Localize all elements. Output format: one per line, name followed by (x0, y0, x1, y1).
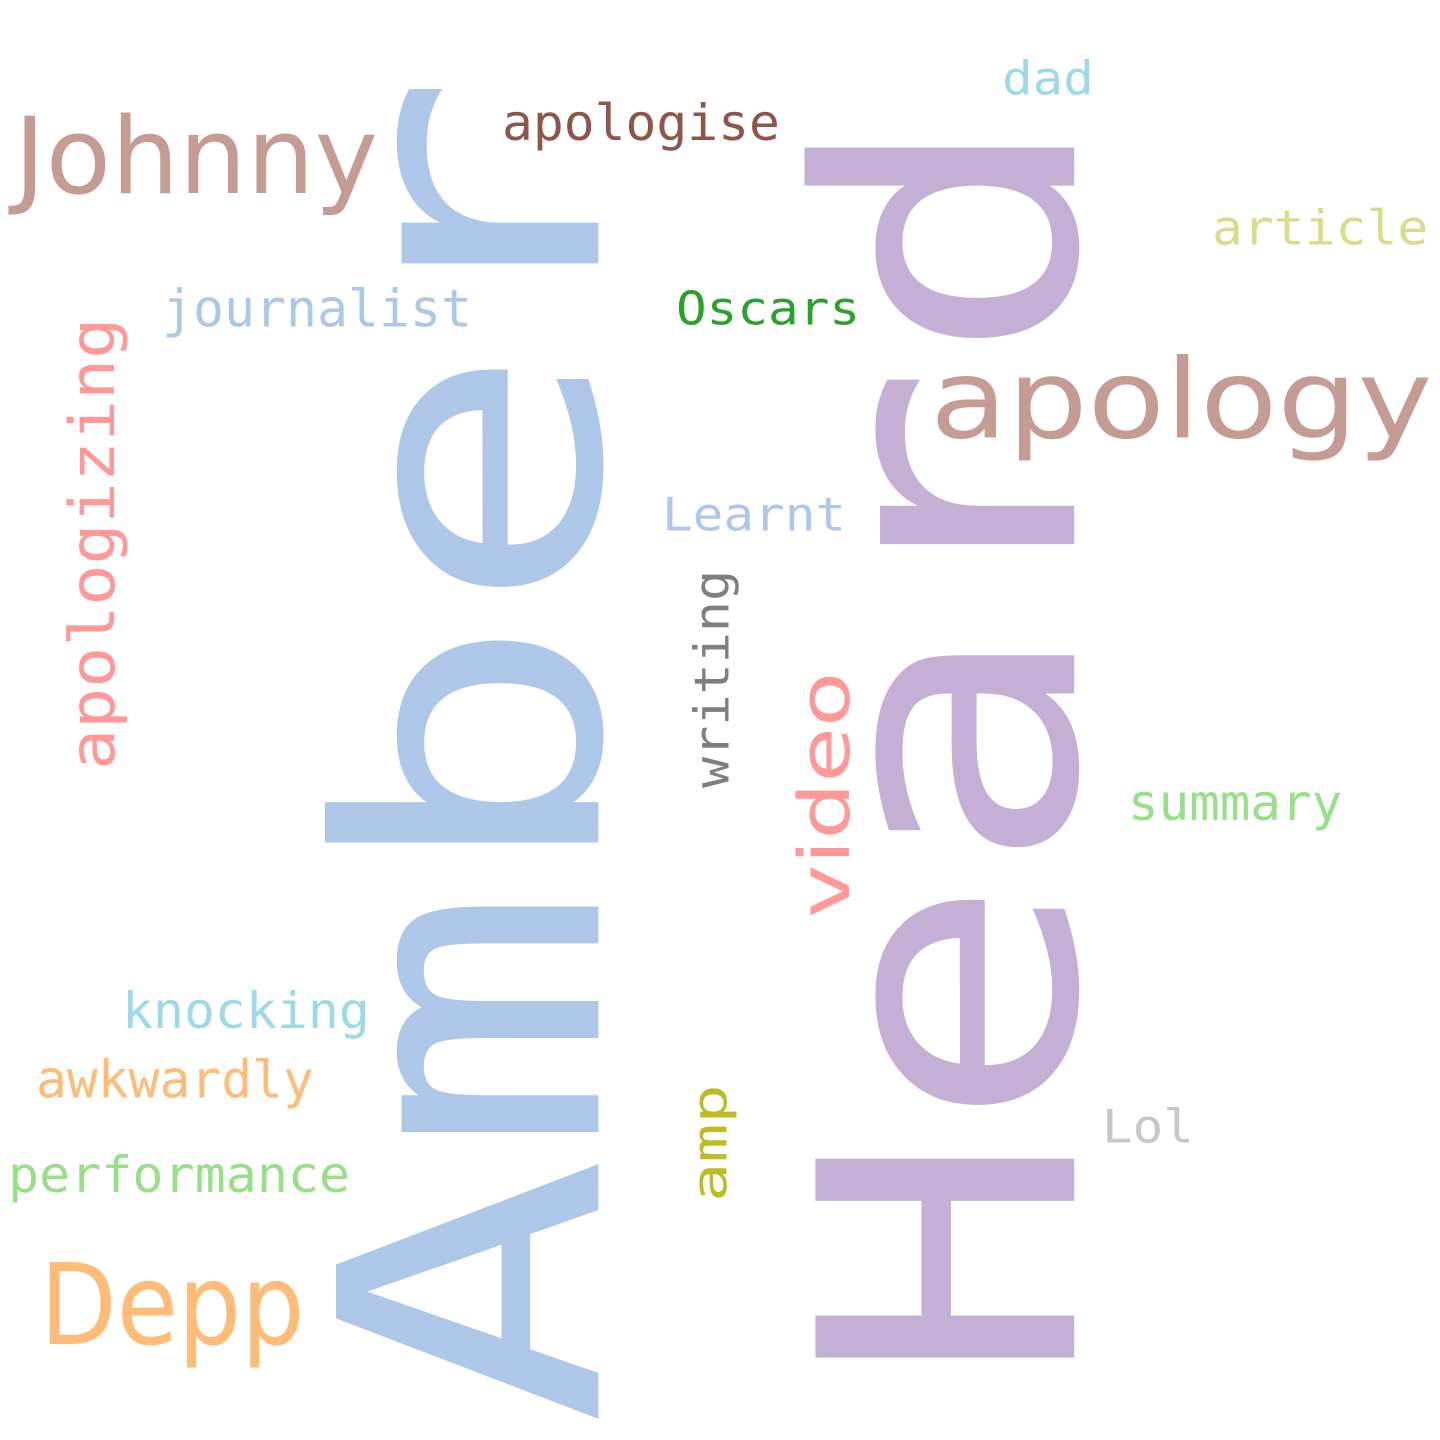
word-journalist: journalist (162, 278, 473, 340)
word-johnny: Johnny (14, 94, 378, 219)
word-dad: dad (1002, 51, 1094, 106)
word-awkwardly: awkwardly (36, 1049, 314, 1111)
word-summary: summary (1128, 773, 1343, 832)
word-learnt: Learnt (662, 487, 847, 542)
word-amber: Amber (263, 71, 685, 1428)
word-apologizing: apologizing (56, 317, 129, 770)
word-article: article (1212, 199, 1429, 256)
word-video: video (783, 671, 866, 918)
word-apologise: apologise (502, 93, 780, 152)
word-apology: apology (930, 335, 1433, 464)
word-lol: Lol (1102, 1099, 1194, 1154)
word-amp: amp (681, 1084, 738, 1202)
word-knocking: knocking (122, 981, 370, 1040)
word-writing: writing (683, 569, 740, 788)
word-oscars: Oscars (676, 281, 861, 336)
word-depp: Depp (40, 1239, 305, 1371)
word-performance: performance (8, 1145, 351, 1204)
